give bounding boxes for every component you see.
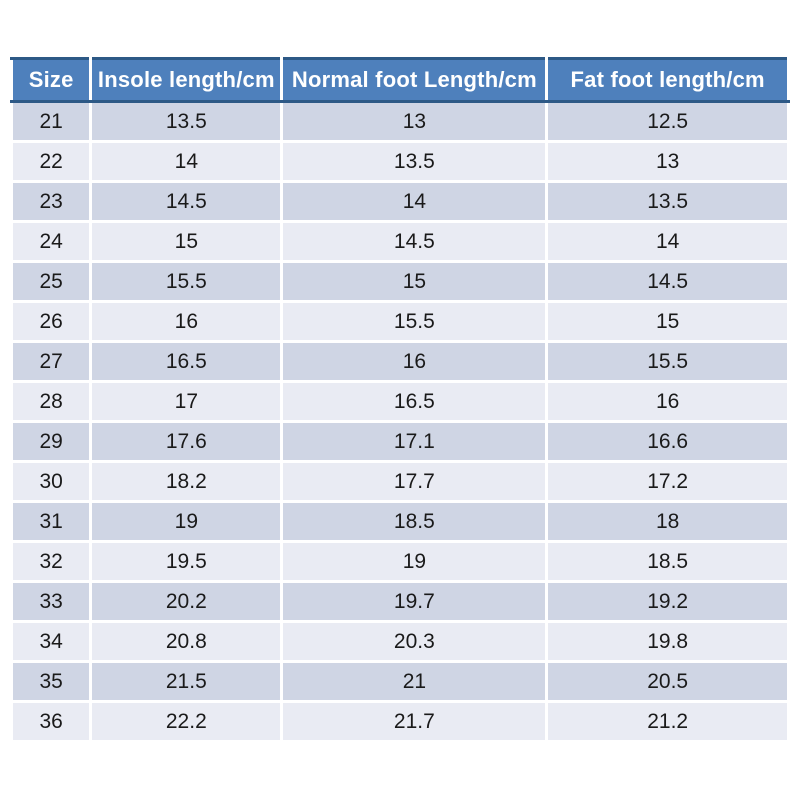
column-header-size: Size <box>9 57 93 103</box>
cell-insole-length: 17 <box>89 380 284 423</box>
cell-size: 34 <box>9 620 93 663</box>
cell-fat-foot-length: 18.5 <box>545 540 790 583</box>
cell-fat-foot-length: 16.6 <box>545 420 790 463</box>
cell-insole-length: 17.6 <box>89 420 284 463</box>
cell-insole-length: 19.5 <box>89 540 284 583</box>
cell-fat-foot-length: 12.5 <box>545 100 790 143</box>
cell-fat-foot-length: 16 <box>545 380 790 423</box>
cell-insole-length: 20.2 <box>89 580 284 623</box>
cell-insole-length: 15.5 <box>89 260 284 303</box>
cell-normal-foot-length: 19.7 <box>280 580 549 623</box>
table-row: 36 22.2 21.7 21.2 <box>9 700 790 743</box>
cell-size: 23 <box>9 180 93 223</box>
table-row: 30 18.2 17.7 17.2 <box>9 460 790 503</box>
table-row: 27 16.5 16 15.5 <box>9 340 790 383</box>
cell-insole-length: 14 <box>89 140 284 183</box>
cell-insole-length: 22.2 <box>89 700 284 743</box>
column-header-insole: Insole length/cm <box>89 57 284 103</box>
cell-normal-foot-length: 17.1 <box>280 420 549 463</box>
table-header: Size Insole length/cm Normal foot Length… <box>9 57 790 103</box>
cell-normal-foot-length: 16.5 <box>280 380 549 423</box>
table-row: 35 21.5 21 20.5 <box>9 660 790 703</box>
cell-insole-length: 19 <box>89 500 284 543</box>
cell-normal-foot-length: 18.5 <box>280 500 549 543</box>
table-row: 25 15.5 15 14.5 <box>9 260 790 303</box>
cell-size: 35 <box>9 660 93 703</box>
cell-normal-foot-length: 13.5 <box>280 140 549 183</box>
cell-normal-foot-length: 13 <box>280 100 549 143</box>
cell-size: 36 <box>9 700 93 743</box>
cell-insole-length: 13.5 <box>89 100 284 143</box>
cell-insole-length: 21.5 <box>89 660 284 703</box>
cell-insole-length: 15 <box>89 220 284 263</box>
size-chart-container: Size Insole length/cm Normal foot Length… <box>9 57 790 743</box>
table-row: 24 15 14.5 14 <box>9 220 790 263</box>
size-chart-table: Size Insole length/cm Normal foot Length… <box>9 57 790 743</box>
cell-fat-foot-length: 14.5 <box>545 260 790 303</box>
cell-normal-foot-length: 19 <box>280 540 549 583</box>
table-row: 21 13.5 13 12.5 <box>9 100 790 143</box>
cell-normal-foot-length: 21.7 <box>280 700 549 743</box>
cell-insole-length: 16.5 <box>89 340 284 383</box>
cell-size: 30 <box>9 460 93 503</box>
table-body: 21 13.5 13 12.5 22 14 13.5 13 23 14.5 14 13.5 24 15 14… <box>9 100 790 743</box>
header-row: Size Insole length/cm Normal foot Length… <box>9 57 790 103</box>
cell-fat-foot-length: 20.5 <box>545 660 790 703</box>
table-row: 22 14 13.5 13 <box>9 140 790 183</box>
column-header-fat: Fat foot length/cm <box>545 57 790 103</box>
cell-normal-foot-length: 14.5 <box>280 220 549 263</box>
table-row: 33 20.2 19.7 19.2 <box>9 580 790 623</box>
cell-fat-foot-length: 14 <box>545 220 790 263</box>
cell-normal-foot-length: 21 <box>280 660 549 703</box>
table-row: 23 14.5 14 13.5 <box>9 180 790 223</box>
cell-size: 22 <box>9 140 93 183</box>
cell-insole-length: 14.5 <box>89 180 284 223</box>
table-row: 29 17.6 17.1 16.6 <box>9 420 790 463</box>
cell-size: 21 <box>9 100 93 143</box>
cell-insole-length: 20.8 <box>89 620 284 663</box>
cell-normal-foot-length: 15.5 <box>280 300 549 343</box>
cell-normal-foot-length: 20.3 <box>280 620 549 663</box>
cell-fat-foot-length: 13 <box>545 140 790 183</box>
cell-size: 31 <box>9 500 93 543</box>
cell-size: 28 <box>9 380 93 423</box>
cell-insole-length: 16 <box>89 300 284 343</box>
cell-normal-foot-length: 15 <box>280 260 549 303</box>
cell-normal-foot-length: 17.7 <box>280 460 549 503</box>
table-row: 28 17 16.5 16 <box>9 380 790 423</box>
cell-size: 25 <box>9 260 93 303</box>
column-header-normal: Normal foot Length/cm <box>280 57 549 103</box>
cell-insole-length: 18.2 <box>89 460 284 503</box>
table-row: 34 20.8 20.3 19.8 <box>9 620 790 663</box>
cell-fat-foot-length: 19.8 <box>545 620 790 663</box>
table-row: 31 19 18.5 18 <box>9 500 790 543</box>
cell-size: 27 <box>9 340 93 383</box>
cell-fat-foot-length: 21.2 <box>545 700 790 743</box>
cell-fat-foot-length: 13.5 <box>545 180 790 223</box>
cell-fat-foot-length: 19.2 <box>545 580 790 623</box>
cell-size: 32 <box>9 540 93 583</box>
cell-fat-foot-length: 15.5 <box>545 340 790 383</box>
cell-size: 33 <box>9 580 93 623</box>
cell-size: 26 <box>9 300 93 343</box>
table-row: 32 19.5 19 18.5 <box>9 540 790 583</box>
cell-fat-foot-length: 17.2 <box>545 460 790 503</box>
cell-normal-foot-length: 14 <box>280 180 549 223</box>
table-row: 26 16 15.5 15 <box>9 300 790 343</box>
cell-size: 29 <box>9 420 93 463</box>
cell-normal-foot-length: 16 <box>280 340 549 383</box>
cell-fat-foot-length: 18 <box>545 500 790 543</box>
cell-size: 24 <box>9 220 93 263</box>
cell-fat-foot-length: 15 <box>545 300 790 343</box>
